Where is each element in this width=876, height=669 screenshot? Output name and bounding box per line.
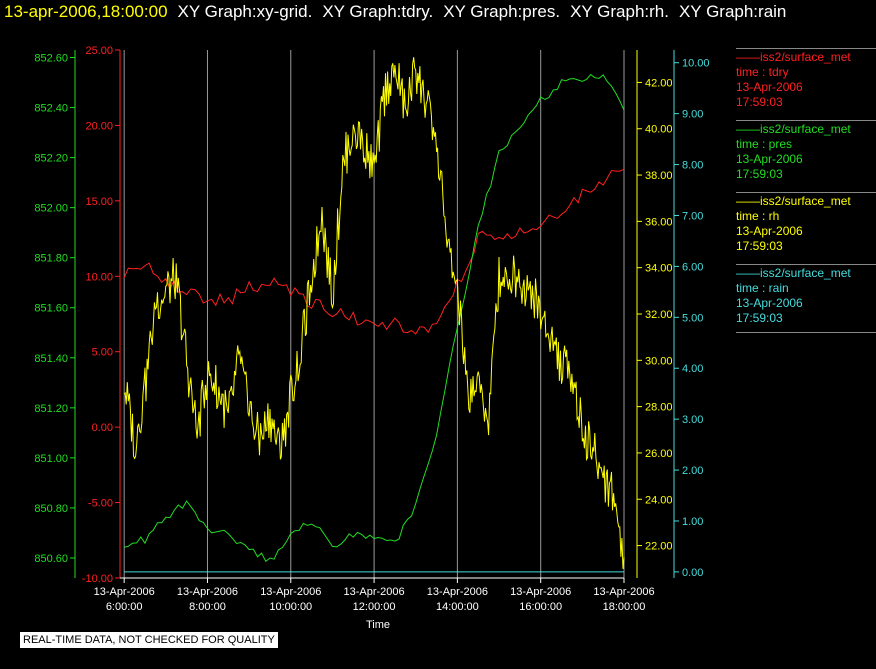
header-title-rain: XY Graph:rain: [678, 2, 787, 21]
x-tick-date-5: 13-Apr-2006: [510, 586, 571, 598]
legend-field: time : pres: [736, 137, 793, 151]
tdry-tick-label-5: 15.00: [85, 196, 113, 208]
tdry-tick-label-0: -10.00: [82, 573, 113, 585]
rh-tick-label-6: 34.00: [645, 263, 673, 275]
legend-divider-bottom: [736, 332, 876, 334]
x-tick-time-4: 14:00:00: [436, 601, 479, 613]
tdry-tick-label-7: 25.00: [85, 45, 113, 57]
x-tick-time-2: 10:00:00: [269, 601, 312, 613]
legend-divider: [736, 192, 876, 193]
x-axis-label: Time: [366, 619, 390, 631]
rh-tick-label-10: 42.00: [645, 77, 673, 89]
pres-tick-label-10: 852.60: [34, 53, 68, 65]
legend-field: time : rain: [736, 281, 789, 295]
rh-tick-label-3: 28.00: [645, 402, 673, 414]
tdry-tick-label-4: 10.00: [85, 271, 113, 283]
rh-tick-label-7: 36.00: [645, 216, 673, 228]
rh-tick-label-0: 22.00: [645, 541, 673, 553]
x-tick-time-0: 6:00:00: [106, 601, 143, 613]
pres-tick-label-1: 850.80: [34, 503, 68, 515]
chart-header: 13-apr-2006,18:00:00 XY Graph:xy-grid. XY …: [4, 2, 786, 22]
pres-tick-label-6: 851.80: [34, 253, 68, 265]
legend-name: ——iss2/surface_met: [736, 266, 851, 280]
legend-entry-1: ——iss2/surface_met time : pres 13-Apr-2006…: [736, 120, 876, 182]
tdry-tick-label-1: -5.00: [88, 498, 113, 510]
pres-tick-label-2: 851.00: [34, 453, 68, 465]
legend-time: 17:59:03: [736, 311, 783, 325]
rain-tick-label-7: 7.00: [682, 210, 703, 222]
legend-time: 17:59:03: [736, 95, 783, 109]
pres-tick-label-0: 850.60: [34, 553, 68, 565]
legend-entry-2: ——iss2/surface_met time : rh 13-Apr-2006 17…: [736, 192, 876, 254]
rain-tick-label-1: 1.00: [682, 516, 703, 528]
legend-entry-3: ——iss2/surface_met time : rain 13-Apr-2006…: [736, 264, 876, 326]
header-title-tdry: XY Graph:tdry.: [322, 2, 434, 21]
legend-field: time : tdry: [736, 65, 789, 79]
x-tick-time-3: 12:00:00: [353, 601, 396, 613]
rain-tick-label-0: 0.00: [682, 567, 703, 579]
legend-date: 13-Apr-2006: [736, 80, 803, 94]
pres-tick-label-8: 852.20: [34, 153, 68, 165]
legend-date: 13-Apr-2006: [736, 152, 803, 166]
x-tick-date-1: 13-Apr-2006: [177, 586, 238, 598]
rh-tick-label-9: 40.00: [645, 124, 673, 136]
legend-name: ——iss2/surface_met: [736, 194, 851, 208]
x-tick-date-0: 13-Apr-2006: [94, 586, 155, 598]
header-title-xy-grid: XY Graph:xy-grid.: [177, 2, 313, 21]
tdry-tick-label-3: 5.00: [92, 347, 113, 359]
rain-tick-label-4: 4.00: [682, 363, 703, 375]
rain-tick-label-5: 5.00: [682, 312, 703, 324]
x-tick-date-4: 13-Apr-2006: [427, 586, 488, 598]
rain-tick-label-3: 3.00: [682, 414, 703, 426]
legend-date: 13-Apr-2006: [736, 296, 803, 310]
header-datetime: 13-apr-2006,18:00:00: [4, 2, 168, 21]
x-tick-date-2: 13-Apr-2006: [260, 586, 321, 598]
legend-divider: [736, 48, 876, 49]
rain-tick-label-6: 6.00: [682, 261, 703, 273]
header-title-rh: XY Graph:rh.: [570, 2, 669, 21]
tdry-tick-label-2: 0.00: [92, 422, 113, 434]
pres-tick-label-4: 851.40: [34, 353, 68, 365]
rh-tick-label-5: 32.00: [645, 309, 673, 321]
rain-tick-label-9: 9.00: [682, 109, 703, 121]
rh-tick-label-1: 24.00: [645, 494, 673, 506]
legend-date: 13-Apr-2006: [736, 224, 803, 238]
rain-tick-label-10: 10.00: [682, 58, 710, 70]
rain-tick-label-2: 2.00: [682, 465, 703, 477]
rain-tick-label-8: 8.00: [682, 160, 703, 172]
legend-field: time : rh: [736, 209, 780, 223]
legend-divider: [736, 120, 876, 121]
legend-name: ——iss2/surface_met: [736, 50, 851, 64]
rh-tick-label-8: 38.00: [645, 170, 673, 182]
legend-time: 17:59:03: [736, 239, 783, 253]
series-line-pres: [124, 73, 625, 563]
legend-name: ——iss2/surface_met: [736, 122, 851, 136]
legend-entry-0: ——iss2/surface_met time : tdry 13-Apr-2006…: [736, 48, 876, 110]
series-line-rh: [123, 57, 625, 569]
pres-tick-label-7: 852.00: [34, 203, 68, 215]
pres-tick-label-3: 851.20: [34, 403, 68, 415]
tdry-tick-label-6: 20.00: [85, 120, 113, 132]
rh-tick-label-2: 26.00: [645, 448, 673, 460]
x-tick-time-6: 18:00:00: [603, 601, 646, 613]
header-title-pres: XY Graph:pres.: [443, 2, 561, 21]
x-tick-time-5: 16:00:00: [519, 601, 562, 613]
rh-tick-label-4: 30.00: [645, 355, 673, 367]
pres-tick-label-5: 851.60: [34, 303, 68, 315]
x-tick-date-6: 13-Apr-2006: [593, 586, 654, 598]
x-tick-time-1: 8:00:00: [189, 601, 226, 613]
quality-disclaimer: REAL-TIME DATA, NOT CHECKED FOR QUALITY: [20, 632, 278, 648]
legend-time: 17:59:03: [736, 167, 783, 181]
legend-divider: [736, 264, 876, 265]
x-tick-date-3: 13-Apr-2006: [344, 586, 405, 598]
series-line-tdry: [123, 168, 625, 335]
pres-tick-label-9: 852.40: [34, 103, 68, 115]
